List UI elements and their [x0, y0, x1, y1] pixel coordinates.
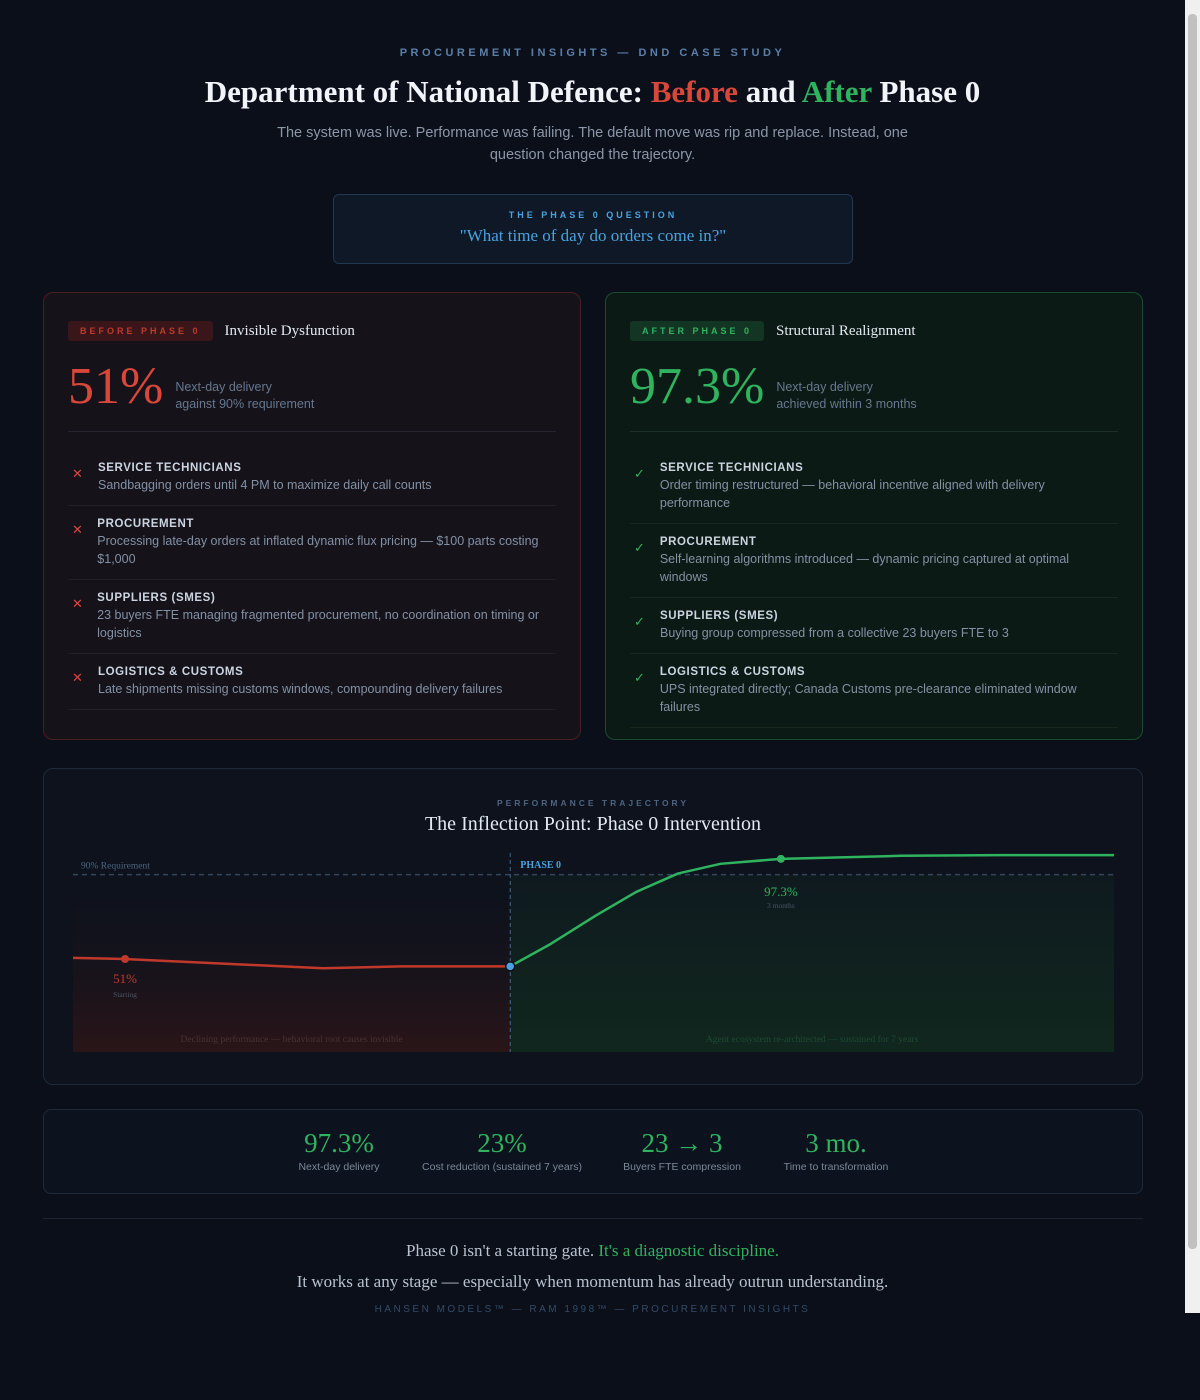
before-desc-1: Next-day delivery [175, 380, 272, 394]
data-point [121, 954, 130, 963]
title-end: Phase 0 [871, 74, 981, 109]
after-badge: AFTER PHASE 0 [630, 321, 765, 341]
item-title: PROCUREMENT [97, 518, 194, 530]
x-icon: ✕ [72, 466, 83, 481]
divider [43, 1218, 1143, 1219]
check-icon: ✓ [634, 466, 645, 481]
stat-label: Next-day delivery [298, 1161, 380, 1173]
list-item: ✕ PROCUREMENT Processing late-day orders a… [68, 506, 556, 580]
item-text: Self-learning algorithms introduced — dy… [659, 552, 1070, 584]
after-desc-1: Next-day delivery [776, 380, 873, 394]
item-title: LOGISTICS & CUSTOMS [98, 666, 244, 678]
list-item: ✓ PROCUREMENT Self-learning algorithms int… [630, 524, 1118, 598]
item-title: SERVICE TECHNICIANS [98, 462, 242, 474]
stat-value: 23% [477, 1128, 527, 1158]
data-point [776, 854, 785, 863]
title-and: and [737, 74, 802, 109]
after-series-line [509, 853, 1114, 968]
stat-label: Buyers FTE compression [623, 1161, 741, 1173]
item-text: UPS integrated directly; Canada Customs … [659, 682, 1077, 714]
before-region [73, 853, 511, 1052]
item-text: Processing late-day orders at inflated d… [97, 534, 539, 566]
item-title: SUPPLIERS (SMES) [660, 610, 779, 622]
after-region-label: Agent ecosystem re-architected — sustain… [706, 1034, 919, 1045]
after-region [510, 874, 1115, 1052]
after-title: Structural Realignment [776, 322, 916, 339]
stat: 3 mo. Time to transformation [784, 1128, 889, 1173]
closing-line-1: Phase 0 isn't a starting gate. It's a di… [0, 1241, 1185, 1261]
stat-value: 97.3% [304, 1128, 374, 1158]
phase-point [504, 961, 516, 972]
closing-highlight: It's a diagnostic discipline. [598, 1241, 779, 1260]
before-badge: BEFORE PHASE 0 [68, 321, 213, 341]
list-item: ✓ LOGISTICS & CUSTOMS UPS integrated direc… [630, 654, 1118, 728]
x-icon: ✕ [72, 596, 83, 611]
trajectory-chart: 90% Requirement PHASE 0 51% Starting 97.3% 3 … [72, 853, 1115, 1052]
item-title: SUPPLIERS (SMES) [97, 592, 216, 604]
after-desc-2: achieved within 3 months [776, 397, 917, 411]
question-box: THE PHASE 0 QUESTION "What time of day d… [333, 194, 853, 264]
data-sublabel: Starting [113, 990, 137, 999]
closing-line-2: It works at any stage — especially when … [296, 1272, 889, 1291]
chart-title: The Inflection Point: Phase 0 Interventi… [424, 813, 762, 835]
requirement-label: 90% Requirement [81, 862, 150, 872]
before-card: BEFORE PHASE 0 Invisible Dysfunction 51% N… [43, 292, 581, 740]
stat: 23% Cost reduction (sustained 7 years) [422, 1128, 582, 1173]
list-item: ✕ SUPPLIERS (SMES) 23 buyers FTE managing … [68, 580, 556, 654]
stat: 23 → 3 Buyers FTE compression [623, 1128, 741, 1173]
list-item: ✕ SERVICE TECHNICIANS Sandbagging orders u… [68, 450, 556, 506]
scrollbar[interactable] [1185, 0, 1200, 1313]
eyebrow: PROCUREMENT INSIGHTS — DND CASE STUDY [399, 47, 786, 59]
title-before: Before [650, 74, 738, 109]
after-metric: 97.3% [630, 358, 765, 415]
item-title: SERVICE TECHNICIANS [659, 462, 804, 474]
x-icon: ✕ [72, 522, 83, 537]
item-text: Sandbagging orders until 4 PM to maximiz… [98, 478, 432, 492]
scrollbar-thumb[interactable] [1188, 14, 1197, 1249]
question-text: "What time of day do orders come in?" [459, 226, 727, 245]
footer: HANSEN MODELS™ — RAM 1998™ — PROCUREMENT… [374, 1304, 811, 1315]
x-icon: ✕ [72, 670, 83, 685]
check-icon: ✓ [634, 670, 645, 685]
title-text: Department of National Defence: [204, 74, 651, 109]
stat-value: 3 mo. [805, 1128, 867, 1158]
page-title: Department of National Defence: Before a… [0, 74, 1185, 110]
data-label: 97.3% [764, 884, 798, 899]
stat: 97.3% Next-day delivery [298, 1128, 379, 1173]
phase-label: PHASE 0 [520, 860, 561, 871]
stat-value: 23 → 3 [641, 1128, 723, 1158]
item-text: Late shipments missing customs windows, … [98, 682, 503, 696]
check-icon: ✓ [634, 614, 645, 629]
check-icon: ✓ [634, 540, 645, 555]
data-sublabel: 3 months [767, 901, 795, 910]
item-text: Order timing restructured — behavioral i… [659, 478, 1045, 510]
title-after: After [801, 74, 872, 109]
stats-bar: 97.3% Next-day delivery 23% Cost reduction… [43, 1109, 1143, 1194]
subtitle: The system was live. Performance was fai… [277, 125, 908, 163]
data-label: 51% [113, 971, 137, 986]
before-region-label: Declining performance — behavioral root … [181, 1034, 403, 1045]
item-title: PROCUREMENT [659, 536, 757, 548]
list-item: ✓ SERVICE TECHNICIANS Order timing restruc… [630, 450, 1118, 524]
list-item: ✕ LOGISTICS & CUSTOMS Late shipments missi… [68, 654, 556, 710]
question-label: THE PHASE 0 QUESTION [508, 210, 678, 220]
before-series-line [72, 956, 511, 970]
item-title: LOGISTICS & CUSTOMS [659, 666, 806, 678]
item-text: 23 buyers FTE managing fragmented procur… [97, 608, 540, 640]
stat-label: Time to transformation [783, 1161, 889, 1173]
chart-eyebrow: PERFORMANCE TRAJECTORY [496, 798, 690, 808]
item-text: Buying group compressed from a collectiv… [660, 626, 1009, 640]
list-item: ✓ SUPPLIERS (SMES) Buying group compressed… [630, 598, 1118, 654]
closing-text: Phase 0 isn't a starting gate. [406, 1241, 599, 1260]
before-title: Invisible Dysfunction [224, 322, 355, 339]
after-card: AFTER PHASE 0 Structural Realignment 97.3… [605, 292, 1143, 740]
before-metric: 51% [68, 358, 164, 415]
stat-label: Cost reduction (sustained 7 years) [422, 1161, 582, 1173]
before-desc-2: against 90% requirement [175, 397, 315, 411]
trajectory-chart-card: PERFORMANCE TRAJECTORY The Inflection Po… [43, 768, 1143, 1085]
